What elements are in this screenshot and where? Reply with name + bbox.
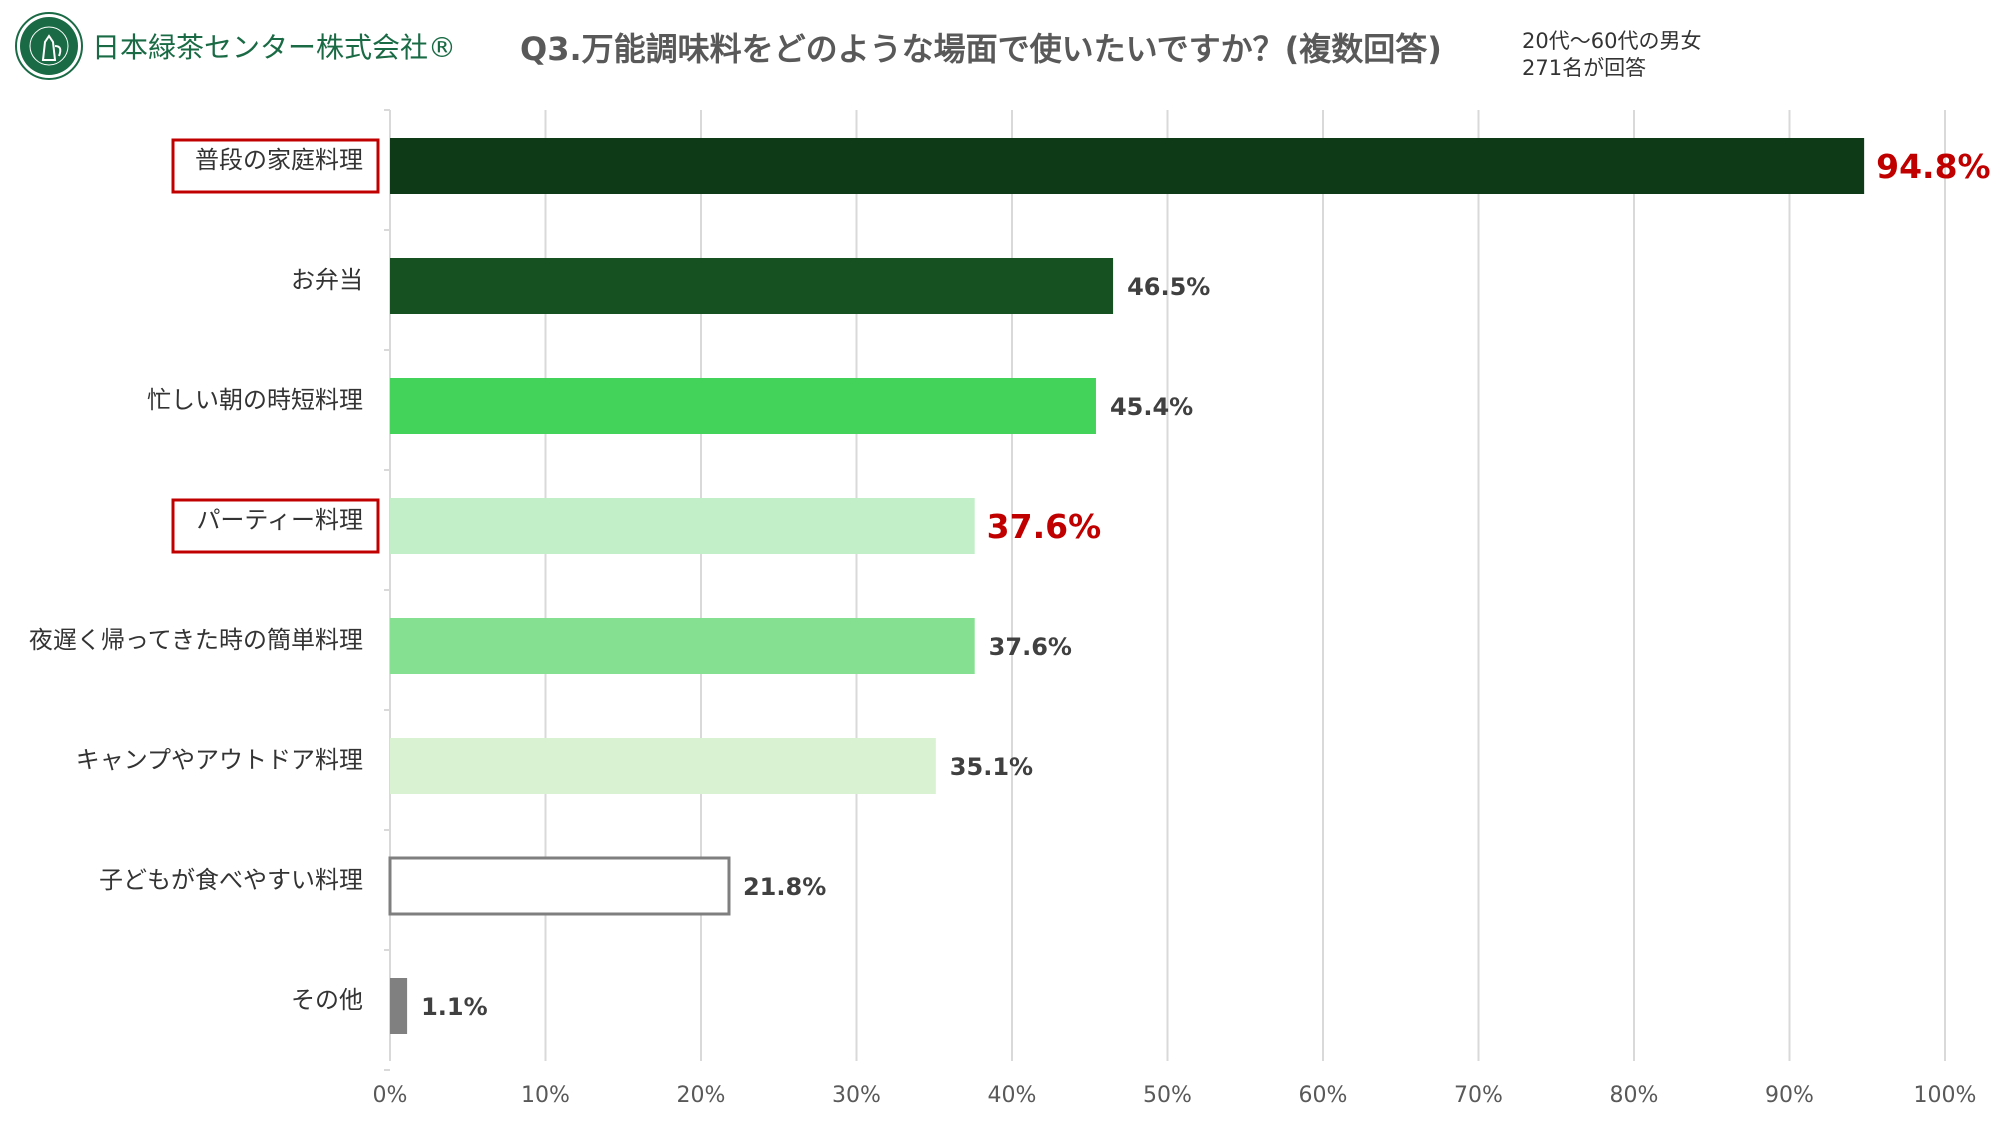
data-label: 45.4% [1110,393,1193,421]
x-tick-label: 60% [1299,1083,1348,1108]
category-label: 夜遅く帰ってきた時の簡単料理 [29,626,363,654]
data-label: 21.8% [743,873,826,901]
x-tick-label: 40% [988,1083,1037,1108]
bar [390,258,1114,314]
bar [390,978,408,1034]
x-tick-label: 30% [832,1083,881,1108]
x-tick-label: 20% [677,1083,726,1108]
data-label: 46.5% [1127,273,1210,301]
data-label: 37.6% [987,507,1101,546]
x-tick-label: 10% [521,1083,570,1108]
highlight-box [171,138,380,194]
x-tick-label: 80% [1610,1083,1659,1108]
highlight-box [171,498,380,554]
x-tick-label: 90% [1765,1083,1814,1108]
company-logo [15,12,83,80]
chart-title: Q3.万能調味料をどのような場面で使いたいですか？(複数回答) [520,30,1442,68]
category-label: パーティー料理 [196,506,363,534]
category-label: お弁当 [291,266,363,294]
data-label: 37.6% [989,633,1072,661]
data-label: 35.1% [950,753,1033,781]
bar [390,378,1096,434]
bar [390,498,975,554]
category-label: 忙しい朝の時短料理 [147,386,363,414]
respondent-demographic: 20代～60代の男女 [1522,29,1702,53]
x-tick-label: 70% [1454,1083,1503,1108]
data-label: 1.1% [421,993,488,1021]
bar [390,618,975,674]
x-tick-label: 100% [1914,1083,1977,1108]
category-label: 子どもが食べやすい料理 [99,866,363,894]
bar [390,738,936,794]
category-label: 普段の家庭料理 [195,146,363,174]
bar [388,856,731,916]
bar [390,138,1865,194]
company-name: 日本緑茶センター株式会社® [92,31,457,64]
x-tick-label: 0% [373,1083,408,1108]
x-tick-label: 50% [1143,1083,1192,1108]
data-label: 94.8% [1876,147,1991,186]
respondent-info: 20代～60代の男女 271名が回答 [1522,28,1701,82]
respondent-count: 271名が回答 [1522,56,1647,80]
category-label: その他 [291,986,363,1014]
category-label: キャンプやアウトドア料理 [76,746,363,774]
